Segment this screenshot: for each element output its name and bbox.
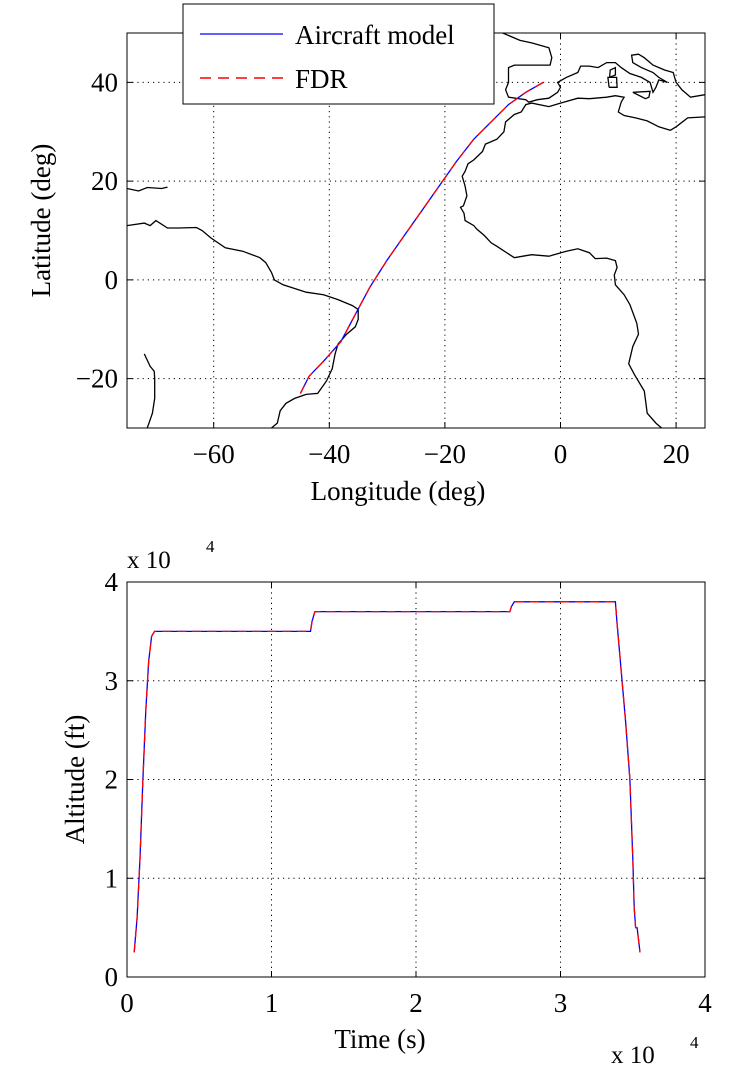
x-tick-label: 1: [265, 988, 279, 1018]
y-axis-multiplier: x 10 4: [127, 537, 215, 574]
y-tick-label: 20: [91, 166, 118, 196]
coastline: [607, 76, 618, 88]
x-multiplier-exponent: 4: [690, 1033, 699, 1052]
series-aircraft-model: [133, 601, 641, 953]
x-multiplier-base: x 10: [611, 1042, 655, 1069]
y-tick-label: 1: [105, 863, 119, 893]
x-axis-multiplier: x 10 4: [611, 1033, 699, 1069]
altitude-ticks: 0 1 2 3 4 0 1 2 3 4: [105, 567, 713, 1018]
coastline: [143, 353, 156, 428]
y-tick-label: 40: [91, 67, 118, 97]
x-tick-label: 3: [554, 988, 568, 1018]
x-tick-label: 0: [120, 988, 134, 1018]
x-tick-label: −20: [424, 439, 466, 469]
x-tick-label: 4: [698, 988, 712, 1018]
y-multiplier-base: x 10: [127, 547, 171, 574]
coastline: [127, 219, 359, 428]
coastline: [608, 66, 617, 79]
y-tick-label: −20: [76, 364, 118, 394]
x-tick-label: 20: [663, 439, 690, 469]
y-axis-label: Altitude (ft): [60, 715, 90, 845]
y-tick-label: 4: [105, 567, 119, 597]
altitude-axes: 0 1 2 3 4 0 1 2 3 4 Time (s) Altitude (ft) x 10 4…: [60, 537, 712, 1069]
legend-box: [182, 3, 495, 105]
series-fdr: [133, 601, 641, 953]
x-tick-label: 0: [554, 439, 568, 469]
y-tick-label: 2: [105, 765, 119, 795]
x-tick-label: 2: [409, 988, 423, 1018]
map-series: [299, 81, 544, 394]
coastline: [459, 95, 705, 428]
y-tick-label: 3: [105, 666, 119, 696]
map-axes: −60 −40 −20 0 20 −20 0 20 40 Longitude (deg) Lat…: [26, 3, 706, 506]
y-tick-label: 0: [105, 265, 119, 295]
y-tick-label: 0: [105, 962, 119, 992]
altitude-series: [133, 601, 641, 953]
map-ticks: −60 −40 −20 0 20 −20 0 20 40: [76, 33, 705, 469]
x-tick-label: −40: [308, 439, 350, 469]
legend-label-fdr: FDR: [295, 64, 348, 94]
coastline: [632, 90, 651, 100]
x-axis-label: Longitude (deg): [311, 476, 486, 506]
x-axis-label: Time (s): [334, 1024, 425, 1054]
y-multiplier-exponent: 4: [206, 537, 215, 556]
series-fdr: [299, 81, 544, 394]
legend: Aircraft model FDR: [182, 3, 495, 105]
y-axis-label: Latitude (deg): [26, 144, 56, 298]
coastlines: [127, 33, 705, 428]
x-tick-label: −60: [193, 439, 235, 469]
coastline: [502, 33, 705, 103]
series-aircraft-model: [299, 81, 544, 394]
coastline: [127, 186, 168, 192]
legend-label-aircraft-model: Aircraft model: [295, 20, 455, 50]
